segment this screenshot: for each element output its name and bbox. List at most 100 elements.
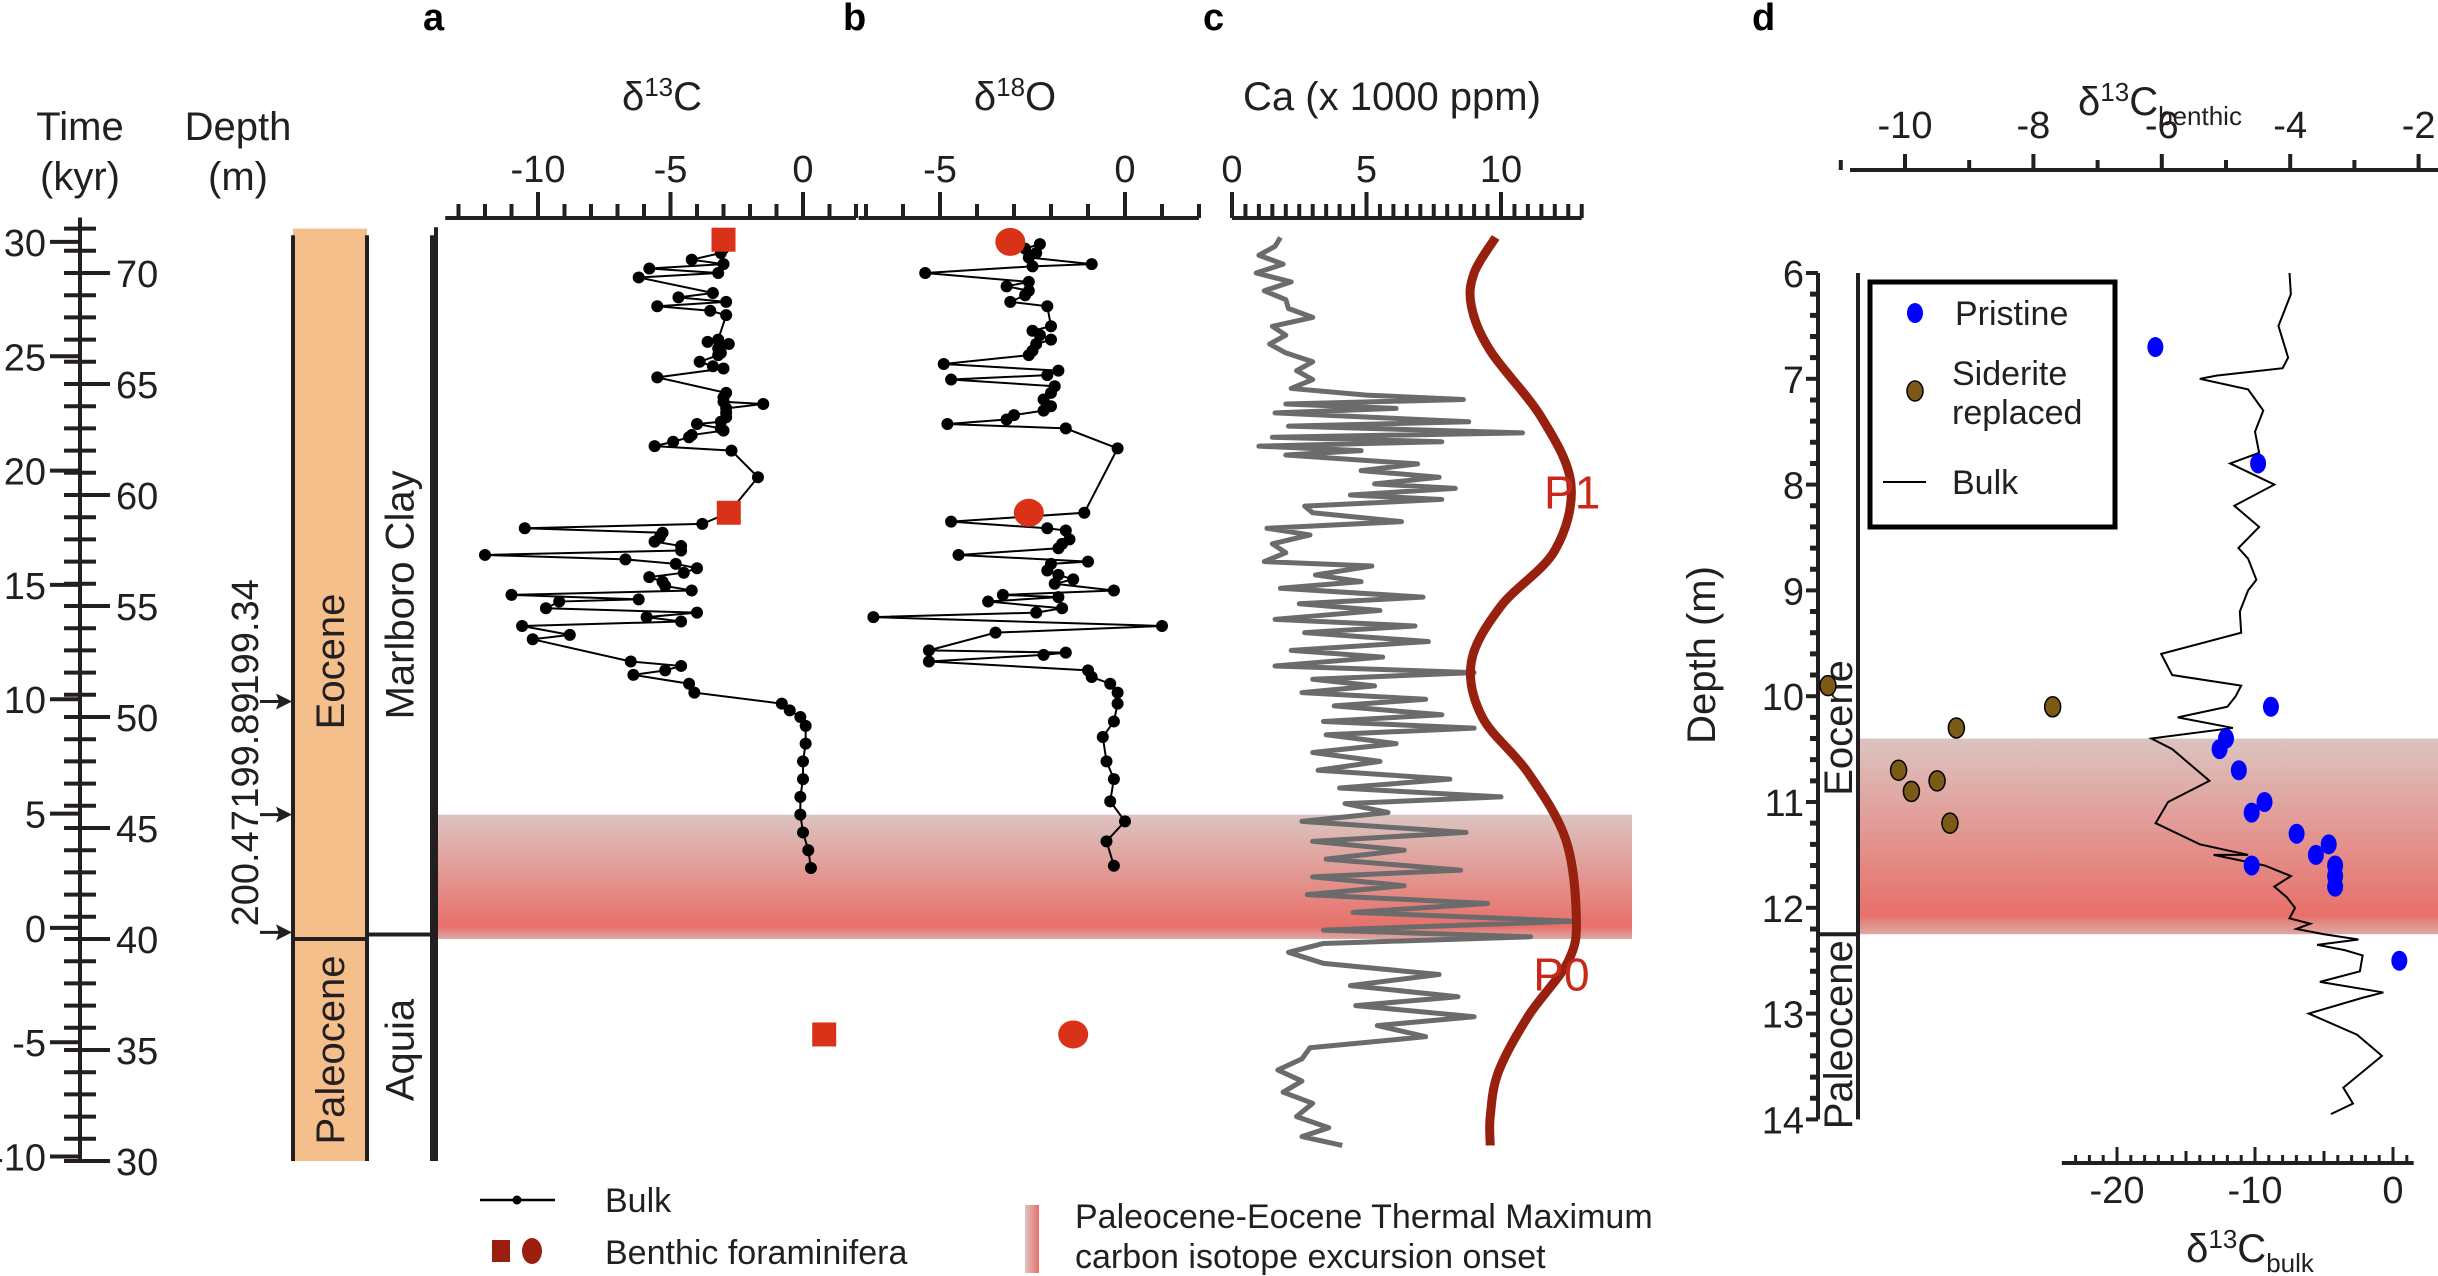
pristine-point	[2211, 739, 2228, 760]
bulk-point	[677, 566, 690, 579]
y-tick-label: 14	[1762, 1100, 1804, 1142]
benthic-circle	[1058, 1020, 1089, 1049]
bulk-point	[996, 588, 1009, 601]
panel-d-bottom-xlabel: δ13Cbulk	[2186, 1224, 2315, 1276]
pristine-point	[2307, 844, 2324, 865]
bulk-point	[945, 515, 958, 528]
benthic-square	[716, 500, 741, 525]
benthic-square	[711, 227, 736, 252]
bottom-tick-label: -20	[2090, 1170, 2145, 1212]
formation-label: Marlboro Clay	[379, 470, 423, 719]
bulk-point	[794, 711, 807, 723]
bulk-point	[722, 338, 735, 351]
bulk-point	[693, 355, 706, 368]
bulk-point	[797, 773, 809, 786]
time-tick-label: 20	[4, 452, 46, 494]
bulk-point	[1067, 573, 1080, 586]
x-tick-label: 5	[1356, 149, 1377, 191]
bulk-point	[1022, 349, 1035, 362]
bulk-point	[667, 435, 680, 448]
legend: Bulk Benthic foraminifera Paleocene-Eoce…	[480, 1182, 1653, 1276]
bulk-point	[717, 362, 730, 375]
bulk-point	[922, 655, 935, 668]
bulk-point	[1107, 584, 1120, 597]
bulk-point	[1048, 577, 1061, 590]
bulk-point	[1059, 646, 1072, 659]
pristine-point	[2262, 696, 2279, 717]
bulk-point	[1100, 835, 1113, 848]
panel-a-xlabel: δ13C	[622, 72, 702, 119]
bulk-point	[706, 360, 719, 373]
x-tick-label: 0	[1221, 149, 1242, 191]
x-tick-label: -5	[654, 149, 688, 191]
time-tick-label: 0	[25, 909, 46, 951]
bulk-point	[1041, 369, 1054, 382]
bulk-point	[648, 440, 661, 453]
bulk-point	[691, 562, 703, 575]
pristine-point	[2320, 834, 2337, 855]
bulk-point	[1045, 333, 1057, 346]
top-tick-label: -10	[1878, 105, 1933, 147]
time-tick-label: 25	[4, 337, 46, 379]
epoch-label: Eocene	[309, 594, 353, 730]
time-tick-label: 10	[4, 680, 46, 722]
bulk-point	[1085, 258, 1098, 271]
y-tick-label: 10	[1762, 677, 1804, 719]
bulk-point	[1119, 815, 1131, 828]
bulk-point	[1045, 320, 1057, 333]
top-tick-label: -6	[2145, 105, 2179, 147]
time-tick-label: 15	[4, 566, 46, 608]
legend-bulk-label: Bulk	[1952, 464, 2019, 502]
top-tick-label: -2	[2402, 105, 2436, 147]
bulk-line	[484, 241, 812, 869]
top-tick-label: -8	[2017, 105, 2051, 147]
bulk-point	[783, 704, 796, 717]
formation-label: Aquia	[379, 998, 423, 1101]
bulk-point	[1107, 773, 1120, 786]
legend-bulk-marker	[512, 1195, 522, 1205]
legend-siderite-label-2: replaced	[1952, 394, 2082, 432]
bulk-point	[941, 417, 954, 430]
bulk-point	[683, 677, 696, 690]
x-tick-label: 0	[792, 149, 813, 191]
bulk-point	[922, 644, 935, 657]
bulk-point	[712, 267, 725, 279]
panel-b-d18o: -5 0	[858, 149, 1201, 1049]
bulk-point	[1107, 715, 1120, 728]
bulk-point	[685, 253, 698, 266]
legend-benthic-square	[492, 1240, 510, 1262]
bulk-point	[627, 668, 640, 681]
pristine-point	[2243, 855, 2260, 876]
siderite-point	[1941, 812, 1959, 834]
top-tick-label: -4	[2273, 105, 2307, 147]
bulk-point	[1056, 602, 1069, 615]
bulk-point	[651, 300, 664, 313]
panel-label-d: d	[1752, 0, 1775, 39]
bulk-point	[1052, 542, 1065, 555]
bulk-point	[794, 790, 807, 803]
pristine-point	[2230, 760, 2247, 781]
depth-tick-label: 70	[116, 254, 158, 296]
bulk-point	[643, 262, 656, 275]
bulk-point	[945, 373, 958, 386]
bulk-point	[701, 335, 714, 348]
legend-petm-swatch	[1025, 1205, 1039, 1273]
depth-tick-label: 30	[116, 1142, 158, 1184]
legend-bulk-label: Bulk	[605, 1182, 672, 1220]
bulk-point	[1041, 522, 1054, 535]
bulk-point	[1004, 295, 1017, 308]
bulk-point	[1030, 606, 1043, 619]
x-tick-label: 10	[1480, 149, 1522, 191]
bulk-point	[632, 271, 645, 284]
bottom-tick-label: 0	[2382, 1170, 2403, 1212]
bulk-point	[799, 719, 812, 732]
depth-tick-label: 35	[116, 1031, 158, 1073]
legend-petm-line2: carbon isotope excursion onset	[1075, 1238, 1546, 1276]
panel-b-xlabel: δ18O	[974, 72, 1056, 119]
bulk-point	[757, 397, 770, 410]
x-tick-label: -10	[511, 149, 566, 191]
pristine-point	[2327, 876, 2344, 897]
bulk-point	[640, 611, 653, 624]
bulk-point	[669, 557, 682, 570]
